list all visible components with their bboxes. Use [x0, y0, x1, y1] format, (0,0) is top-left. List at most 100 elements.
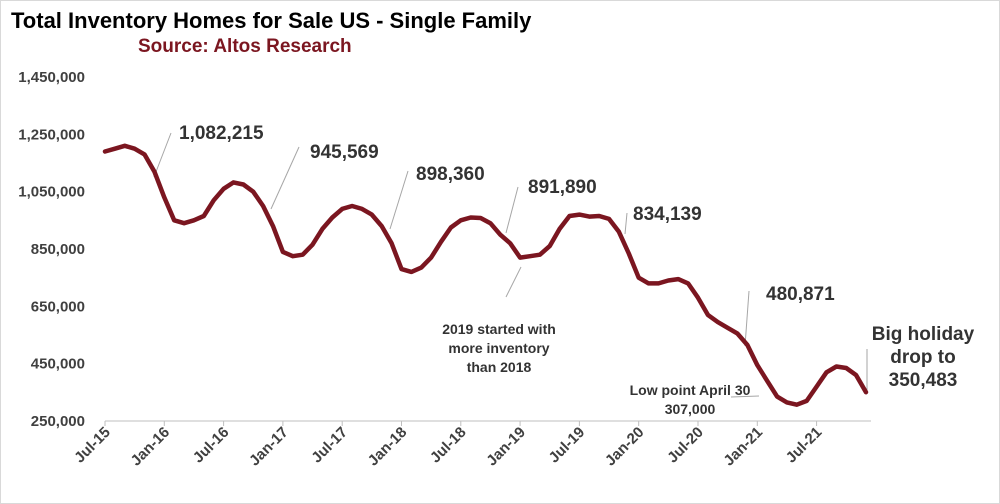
y-tick-label: 850,000: [31, 241, 85, 258]
data-point: [390, 241, 394, 245]
note-low-line1: Low point April 30: [630, 382, 751, 398]
data-point: [212, 198, 216, 202]
data-point: [617, 230, 621, 234]
label-peak-2018: 898,360: [416, 164, 485, 185]
data-point: [182, 221, 186, 225]
data-point: [459, 218, 463, 222]
data-point: [439, 240, 443, 244]
data-point: [795, 403, 799, 407]
data-point: [399, 267, 404, 271]
data-point: [231, 180, 236, 184]
y-tick-label: 450,000: [31, 356, 85, 373]
data-point: [409, 270, 413, 274]
inventory-series-line: [102, 143, 869, 407]
data-point: [241, 182, 245, 187]
note-drop-line3: 350,483: [889, 370, 958, 391]
note-drop-line1: Big holiday: [872, 324, 975, 345]
leader-2018: [389, 170, 409, 230]
data-point: [548, 244, 552, 248]
data-point: [637, 276, 641, 280]
data-point: [133, 147, 137, 151]
data-point: [123, 144, 127, 148]
leader-low: [730, 395, 760, 398]
x-tick-label: Jan-17: [246, 424, 292, 470]
data-point: [360, 207, 364, 211]
leader-2016: [153, 132, 172, 178]
x-tick-label: Jul-17: [308, 424, 351, 467]
chart-subtitle: Source: Altos Research: [138, 36, 352, 57]
note-2019-line3: than 2018: [467, 359, 532, 375]
data-point: [261, 204, 265, 208]
leader-2021: [744, 290, 750, 347]
y-tick-label: 1,250,000: [18, 126, 85, 143]
note-2019-line2: more inventory: [448, 340, 549, 356]
data-point: [320, 227, 324, 231]
data-point: [419, 266, 423, 270]
data-point: [340, 207, 344, 211]
data-point: [656, 281, 661, 285]
data-point: [854, 373, 858, 377]
data-point: [607, 217, 611, 221]
annotations: 1,082,215 945,569 898,360 891,890 834,13…: [179, 123, 975, 417]
x-tick-label: Jul-18: [427, 424, 470, 467]
data-point: [538, 253, 542, 257]
data-point: [528, 254, 532, 258]
data-point: [765, 379, 769, 383]
data-point: [429, 256, 433, 260]
x-tick-label: Jul-19: [546, 424, 589, 467]
y-tick-label: 650,000: [31, 298, 85, 315]
data-point: [726, 326, 730, 330]
x-axis: Jul-15 Jan-16 Jul-16 Jan-17 Jul-17 Jan-18 Jul-…: [71, 421, 825, 469]
data-point: [113, 147, 117, 151]
x-tick-label: Jul-21: [783, 424, 826, 467]
chart-title: Total Inventory Homes for Sale US - Sing…: [11, 8, 532, 33]
data-point: [824, 370, 829, 374]
data-point: [518, 256, 522, 260]
label-peak-2020: 834,139: [633, 204, 702, 225]
note-2019-line1: 2019 started with: [442, 321, 556, 337]
data-point: [597, 214, 601, 218]
data-point: [271, 224, 275, 228]
data-point: [647, 281, 651, 285]
data-point: [498, 233, 502, 237]
x-tick-label: Jul-15: [71, 424, 114, 467]
x-tick-label: Jan-20: [602, 424, 648, 470]
data-point: [469, 215, 473, 220]
leader-2019-note: [505, 266, 522, 298]
data-point: [815, 385, 819, 389]
y-tick-label: 1,450,000: [18, 69, 85, 86]
data-point: [291, 254, 295, 258]
data-point: [142, 152, 147, 156]
data-point: [577, 213, 582, 217]
leader-2019: [505, 186, 519, 234]
data-point: [745, 343, 750, 347]
leader-2017: [270, 146, 300, 210]
data-point: [310, 243, 315, 247]
data-point: [281, 250, 285, 254]
data-point: [162, 195, 166, 199]
data-point: [735, 332, 740, 336]
data-point: [380, 224, 384, 228]
data-point: [716, 320, 720, 324]
data-point: [192, 218, 196, 222]
data-point: [508, 241, 512, 245]
data-point: [696, 296, 700, 300]
data-point: [844, 366, 848, 370]
data-point: [251, 190, 255, 194]
data-point: [834, 364, 839, 369]
data-point: [488, 221, 492, 225]
series-points: [103, 144, 868, 407]
data-point: [330, 215, 334, 220]
data-point: [805, 399, 809, 403]
data-point: [202, 214, 206, 218]
data-point: [686, 281, 690, 285]
x-tick-label: Jan-19: [483, 424, 529, 470]
data-point: [449, 225, 453, 230]
data-point: [172, 218, 176, 222]
data-point: [103, 149, 107, 154]
data-point: [350, 204, 354, 208]
x-tick-label: Jan-21: [720, 424, 766, 470]
leader-2020: [624, 212, 628, 235]
